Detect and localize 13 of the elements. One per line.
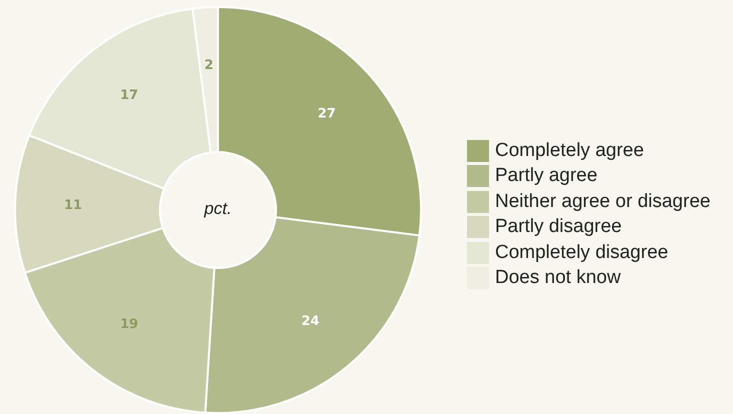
data-label: 2 [204, 58, 214, 73]
data-label: 24 [301, 314, 320, 330]
legend-label: Does not know [495, 267, 621, 290]
data-label: 19 [120, 317, 138, 332]
legend-label: Completely disagree [495, 242, 668, 264]
text: pct. [202, 199, 233, 219]
legend-label: Completely agree [495, 140, 644, 162]
data-label: 17 [120, 88, 138, 103]
data-label: 27 [318, 106, 336, 122]
legend-label: Neither agree or disagree [495, 190, 710, 213]
legend-label: Partly agree [495, 165, 598, 188]
data-label: 11 [64, 198, 82, 213]
legend-label: Partly disagree [495, 216, 622, 238]
